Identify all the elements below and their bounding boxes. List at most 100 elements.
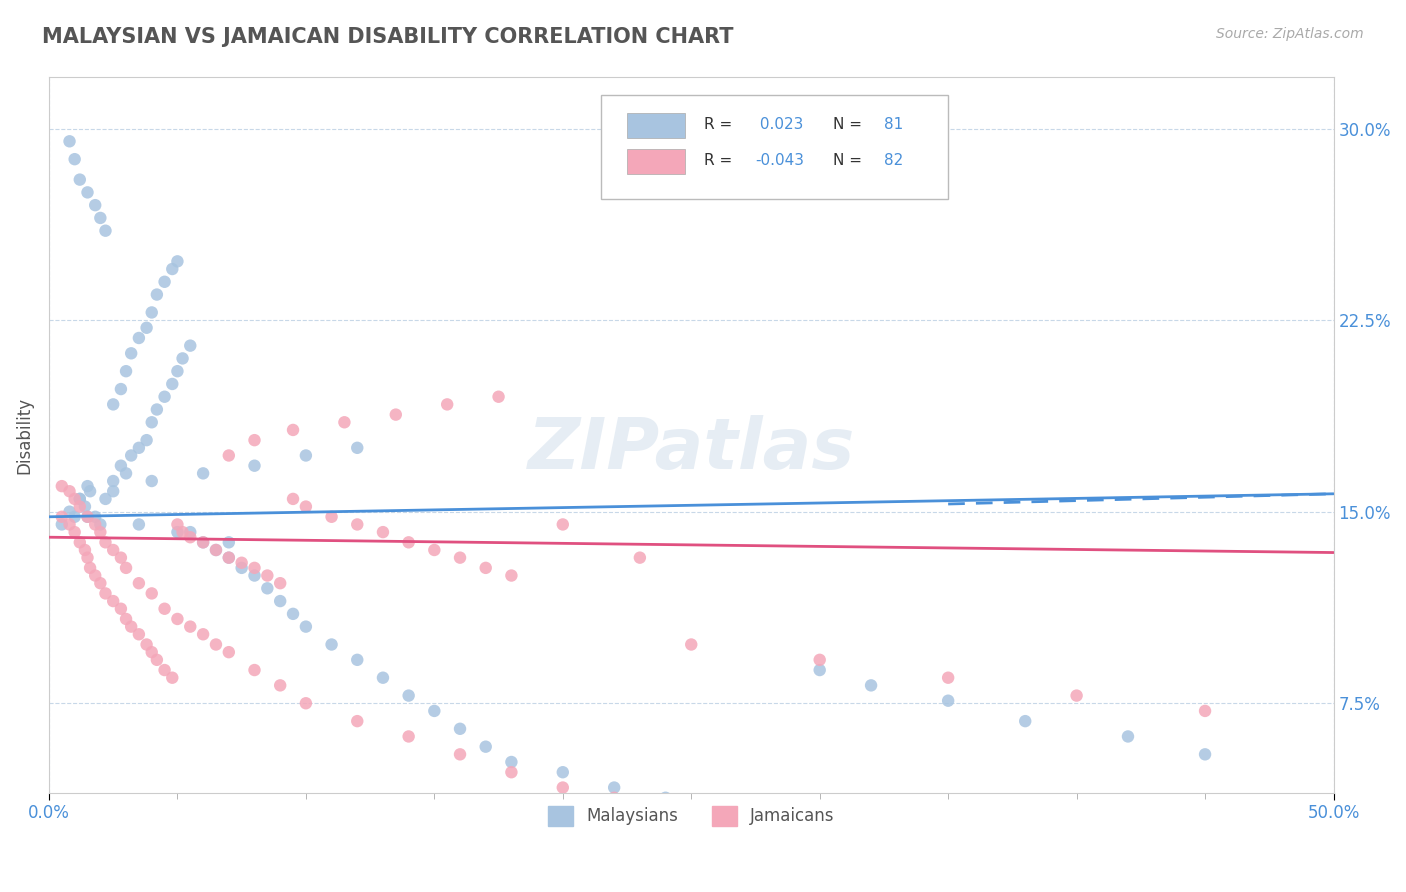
- Point: [295, 619, 318, 633]
- Point: [501, 568, 523, 582]
- Point: [243, 568, 266, 582]
- Point: [172, 525, 194, 540]
- Point: [218, 535, 240, 549]
- Point: [128, 331, 150, 345]
- Point: [103, 484, 125, 499]
- Text: -0.043: -0.043: [755, 153, 804, 168]
- Point: [333, 415, 356, 429]
- Text: Source: ZipAtlas.com: Source: ZipAtlas.com: [1216, 27, 1364, 41]
- Point: [110, 601, 132, 615]
- Point: [1194, 704, 1216, 718]
- Point: [135, 638, 157, 652]
- Point: [295, 696, 318, 710]
- Point: [172, 351, 194, 366]
- Point: [1014, 714, 1036, 728]
- Point: [110, 458, 132, 473]
- Point: [79, 561, 101, 575]
- Point: [398, 730, 420, 744]
- Point: [681, 638, 703, 652]
- Point: [51, 509, 73, 524]
- Point: [1194, 747, 1216, 762]
- Point: [346, 441, 368, 455]
- Point: [76, 550, 98, 565]
- Point: [191, 627, 214, 641]
- Point: [936, 694, 959, 708]
- Point: [371, 671, 394, 685]
- Point: [153, 275, 176, 289]
- Point: [269, 576, 291, 591]
- Point: [69, 491, 91, 506]
- Point: [73, 543, 96, 558]
- Point: [706, 798, 728, 813]
- Point: [346, 714, 368, 728]
- Point: [89, 525, 111, 540]
- Point: [166, 525, 188, 540]
- Point: [371, 525, 394, 540]
- Point: [110, 550, 132, 565]
- Point: [243, 458, 266, 473]
- Point: [162, 262, 184, 277]
- Point: [115, 364, 138, 378]
- Y-axis label: Disability: Disability: [15, 396, 32, 474]
- Point: [166, 364, 188, 378]
- Point: [179, 525, 201, 540]
- Point: [153, 390, 176, 404]
- Point: [191, 467, 214, 481]
- Point: [628, 550, 651, 565]
- Point: [179, 530, 201, 544]
- Point: [58, 134, 80, 148]
- Point: [256, 568, 278, 582]
- Point: [551, 780, 574, 795]
- Point: [69, 172, 91, 186]
- Point: [115, 467, 138, 481]
- Point: [69, 500, 91, 514]
- Point: [449, 550, 471, 565]
- Point: [63, 525, 86, 540]
- Point: [756, 806, 779, 821]
- Point: [269, 594, 291, 608]
- Point: [385, 408, 408, 422]
- Point: [808, 653, 831, 667]
- Point: [281, 607, 304, 621]
- Point: [936, 671, 959, 685]
- Point: [141, 645, 163, 659]
- Text: R =: R =: [704, 153, 737, 168]
- Point: [191, 535, 214, 549]
- Point: [120, 619, 142, 633]
- Point: [603, 790, 626, 805]
- Point: [120, 449, 142, 463]
- Point: [153, 601, 176, 615]
- Point: [103, 474, 125, 488]
- Point: [256, 582, 278, 596]
- Point: [103, 543, 125, 558]
- Point: [1066, 689, 1088, 703]
- Point: [120, 346, 142, 360]
- Text: N =: N =: [832, 117, 866, 132]
- Point: [281, 491, 304, 506]
- Point: [166, 254, 188, 268]
- Point: [860, 678, 883, 692]
- Point: [94, 535, 117, 549]
- Point: [141, 305, 163, 319]
- Point: [501, 765, 523, 780]
- Point: [179, 619, 201, 633]
- Point: [231, 556, 253, 570]
- Point: [63, 509, 86, 524]
- Bar: [627, 149, 685, 174]
- Point: [146, 653, 169, 667]
- Point: [153, 663, 176, 677]
- Point: [58, 517, 80, 532]
- Point: [243, 433, 266, 447]
- Point: [205, 543, 228, 558]
- Point: [423, 704, 446, 718]
- Text: N =: N =: [832, 153, 866, 168]
- Point: [269, 678, 291, 692]
- Point: [94, 491, 117, 506]
- Point: [76, 479, 98, 493]
- Text: MALAYSIAN VS JAMAICAN DISABILITY CORRELATION CHART: MALAYSIAN VS JAMAICAN DISABILITY CORRELA…: [42, 27, 734, 46]
- Point: [1116, 730, 1139, 744]
- Point: [63, 152, 86, 166]
- Point: [295, 449, 318, 463]
- Point: [79, 484, 101, 499]
- Point: [205, 543, 228, 558]
